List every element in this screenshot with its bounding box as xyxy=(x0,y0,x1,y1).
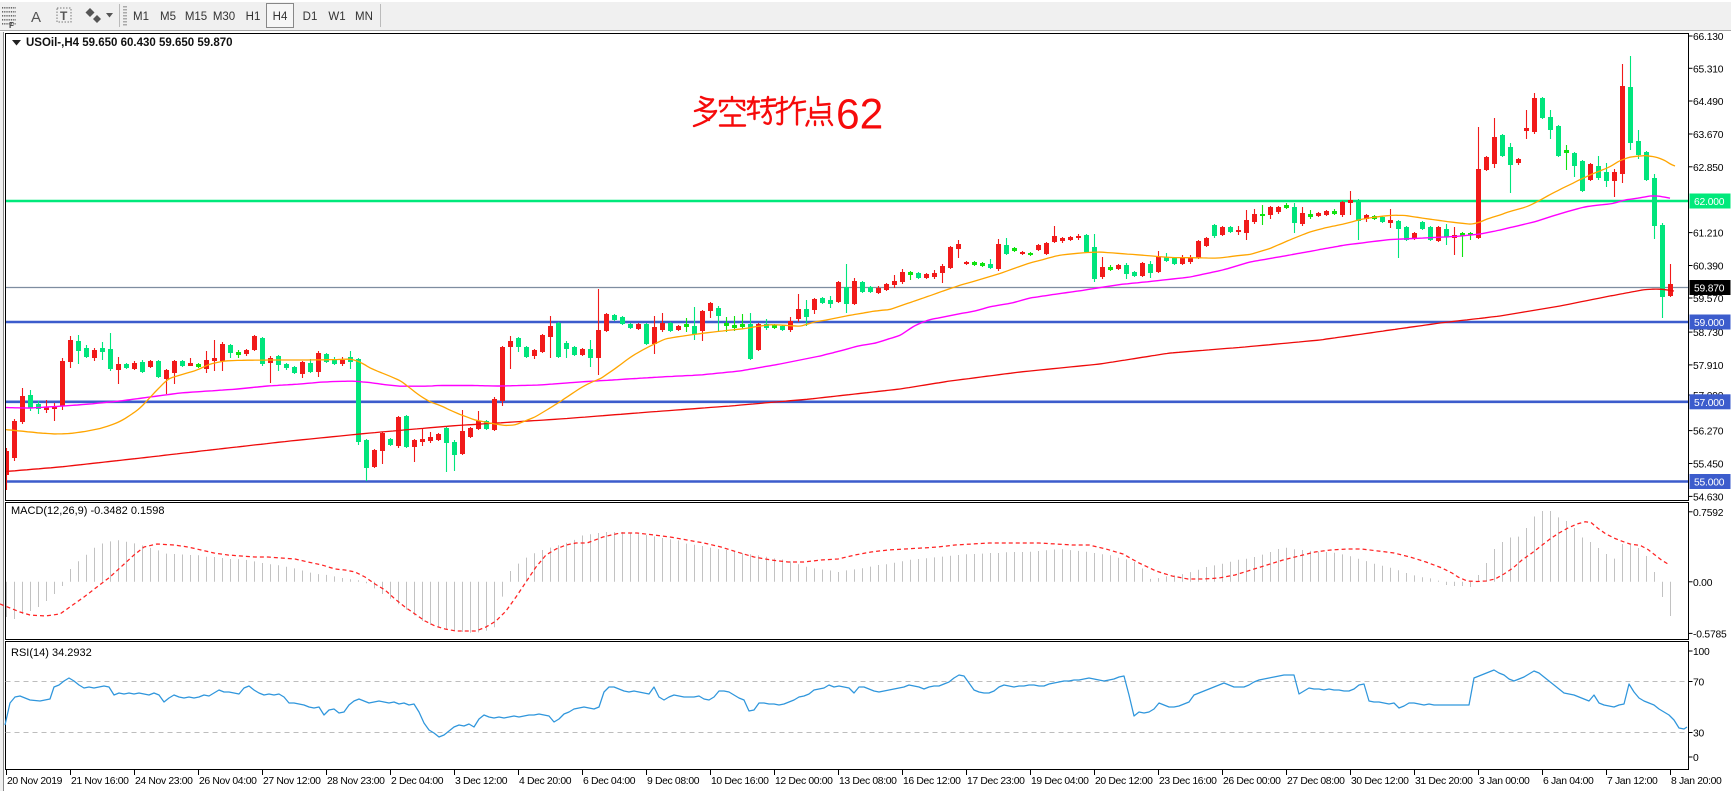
svg-text:28 Nov 23:00: 28 Nov 23:00 xyxy=(327,776,385,787)
svg-text:3 Dec 12:00: 3 Dec 12:00 xyxy=(455,776,508,787)
svg-text:MACD(12,26,9) -0.3482 0.1598: MACD(12,26,9) -0.3482 0.1598 xyxy=(11,505,164,517)
svg-text:60.390: 60.390 xyxy=(1693,262,1724,273)
svg-text:61.210: 61.210 xyxy=(1693,229,1724,240)
svg-text:62.000: 62.000 xyxy=(1694,197,1725,208)
svg-text:27 Nov 12:00: 27 Nov 12:00 xyxy=(263,776,321,787)
svg-text:4 Dec 20:00: 4 Dec 20:00 xyxy=(519,776,572,787)
svg-text:30 Dec 12:00: 30 Dec 12:00 xyxy=(1351,776,1409,787)
svg-text:W1: W1 xyxy=(328,11,345,23)
svg-text:0: 0 xyxy=(1693,753,1699,764)
svg-text:12 Dec 00:00: 12 Dec 00:00 xyxy=(775,776,833,787)
svg-text:13 Dec 08:00: 13 Dec 08:00 xyxy=(839,776,897,787)
svg-text:D1: D1 xyxy=(303,11,318,23)
svg-text:20 Nov 2019: 20 Nov 2019 xyxy=(7,776,63,787)
svg-text:H1: H1 xyxy=(246,11,261,23)
svg-text:M1: M1 xyxy=(133,11,149,23)
svg-text:RSI(14) 34.2932: RSI(14) 34.2932 xyxy=(11,647,92,659)
svg-text:H4: H4 xyxy=(273,11,288,23)
svg-text:8 Jan 20:00: 8 Jan 20:00 xyxy=(1671,776,1722,787)
svg-text:30: 30 xyxy=(1693,729,1705,740)
svg-text:10 Dec 16:00: 10 Dec 16:00 xyxy=(711,776,769,787)
svg-text:0.00: 0.00 xyxy=(1693,578,1713,589)
svg-text:16 Dec 12:00: 16 Dec 12:00 xyxy=(903,776,961,787)
svg-text:20 Dec 12:00: 20 Dec 12:00 xyxy=(1095,776,1153,787)
svg-text:17 Dec 23:00: 17 Dec 23:00 xyxy=(967,776,1025,787)
svg-text:59.870: 59.870 xyxy=(1694,284,1725,295)
svg-text:21 Nov 16:00: 21 Nov 16:00 xyxy=(71,776,129,787)
svg-text:58.730: 58.730 xyxy=(1693,328,1724,339)
svg-text:26 Nov 04:00: 26 Nov 04:00 xyxy=(199,776,257,787)
svg-text:23 Dec 16:00: 23 Dec 16:00 xyxy=(1159,776,1217,787)
svg-text:55.000: 55.000 xyxy=(1694,478,1725,489)
svg-text:M30: M30 xyxy=(213,11,235,23)
svg-text:64.490: 64.490 xyxy=(1693,97,1724,108)
svg-text:-0.5785: -0.5785 xyxy=(1693,629,1727,640)
svg-text:54.630: 54.630 xyxy=(1693,492,1724,503)
svg-text:9 Dec 08:00: 9 Dec 08:00 xyxy=(647,776,700,787)
svg-text:70: 70 xyxy=(1693,678,1705,689)
svg-text:A: A xyxy=(31,9,41,26)
svg-text:62: 62 xyxy=(836,92,883,139)
svg-text:6 Dec 04:00: 6 Dec 04:00 xyxy=(583,776,636,787)
svg-text:7 Jan 12:00: 7 Jan 12:00 xyxy=(1607,776,1658,787)
svg-text:0.7592: 0.7592 xyxy=(1693,508,1724,519)
svg-text:6 Jan 04:00: 6 Jan 04:00 xyxy=(1543,776,1594,787)
svg-text:55.450: 55.450 xyxy=(1693,460,1724,471)
svg-text:26 Dec 00:00: 26 Dec 00:00 xyxy=(1223,776,1281,787)
svg-text:USOil-,H4 59.650 60.430 59.65: USOil-,H4 59.650 60.430 59.650 59.870 xyxy=(26,37,233,49)
svg-text:62.850: 62.850 xyxy=(1693,163,1724,174)
svg-text:59.570: 59.570 xyxy=(1693,294,1724,305)
svg-text:19 Dec 04:00: 19 Dec 04:00 xyxy=(1031,776,1089,787)
svg-text:63.670: 63.670 xyxy=(1693,130,1724,141)
svg-text:2 Dec 04:00: 2 Dec 04:00 xyxy=(391,776,444,787)
svg-text:T: T xyxy=(60,9,68,23)
svg-text:66.130: 66.130 xyxy=(1693,32,1724,43)
svg-text:MN: MN xyxy=(355,11,373,23)
svg-text:27 Dec 08:00: 27 Dec 08:00 xyxy=(1287,776,1345,787)
svg-text:24 Nov 23:00: 24 Nov 23:00 xyxy=(135,776,193,787)
svg-text:57.910: 57.910 xyxy=(1693,361,1724,372)
svg-text:M5: M5 xyxy=(160,11,176,23)
svg-text:57.000: 57.000 xyxy=(1694,398,1725,409)
svg-text:F: F xyxy=(9,21,14,30)
svg-text:31 Dec 20:00: 31 Dec 20:00 xyxy=(1415,776,1473,787)
svg-text:100: 100 xyxy=(1693,647,1710,658)
svg-text:3 Jan 00:00: 3 Jan 00:00 xyxy=(1479,776,1530,787)
svg-text:65.310: 65.310 xyxy=(1693,64,1724,75)
svg-text:M15: M15 xyxy=(185,11,207,23)
svg-text:59.000: 59.000 xyxy=(1694,318,1725,329)
svg-text:56.270: 56.270 xyxy=(1693,427,1724,438)
